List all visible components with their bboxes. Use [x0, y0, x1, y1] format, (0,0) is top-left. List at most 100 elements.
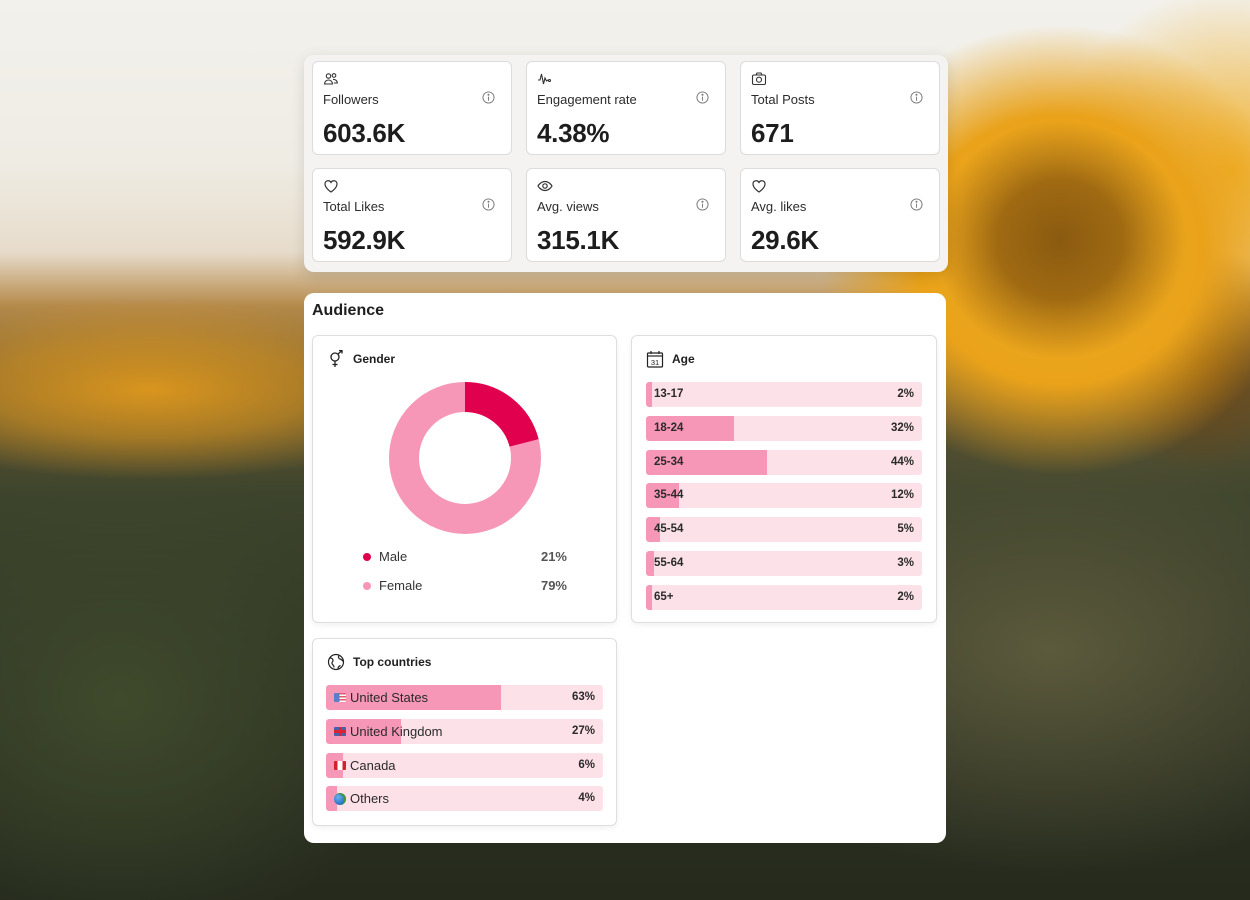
country-name: Others [350, 791, 390, 807]
eye-icon [537, 180, 553, 192]
bar-value: 44% [890, 455, 914, 468]
heart-icon [324, 180, 338, 193]
svg-text:31: 31 [651, 358, 659, 367]
info-icon[interactable] [482, 198, 495, 211]
country-bar-list: United States 63% United Kingdom 27% Can… [326, 685, 603, 820]
bar-label: 55-64 [654, 556, 684, 569]
camera-icon [751, 72, 767, 86]
age-bar-list: 13-17 2% 18-24 32% 25-34 44% 35-44 12% 45-54… [646, 382, 922, 619]
country-name: Canada [350, 757, 396, 773]
stat-label: Total Likes [323, 199, 385, 214]
stats-panel: Followers 603.6K Engagement rate 4.38% T… [304, 55, 948, 272]
us-flag-icon [334, 693, 346, 702]
audience-panel: Audience Gender Male 21% Female 79% 31 A… [304, 293, 946, 843]
section-title: Audience [312, 302, 385, 319]
bar-value: 2% [897, 388, 914, 400]
stat-value: 315.1K [537, 225, 620, 255]
stat-value: 671 [751, 118, 794, 148]
stat-label: Avg. likes [751, 199, 807, 214]
uk-flag-icon [334, 726, 346, 736]
stat-value: 592.9K [323, 225, 406, 255]
stat-value: 603.6K [323, 118, 406, 148]
stat-label: Avg. views [537, 199, 599, 214]
legend-item-male: Male 21% [363, 549, 567, 564]
info-icon[interactable] [696, 91, 709, 104]
globe-icon [327, 653, 345, 671]
info-icon[interactable] [910, 198, 923, 211]
stat-label: Engagement rate [537, 92, 637, 107]
bar-fill [646, 415, 735, 441]
age-bar-row: 35-44 12% [646, 483, 922, 509]
top-countries-card: Top countries United States 63% United K… [312, 638, 617, 826]
bar-fill [646, 584, 652, 610]
age-card: 31 Age 13-17 2% 18-24 32% 25-34 44% 35-44 12… [631, 335, 937, 623]
country-label-wrap: United Kingdom [334, 724, 443, 739]
country-label-wrap: United States [334, 690, 428, 705]
bar-fill [646, 382, 652, 407]
stat-label: Followers [323, 92, 379, 107]
stat-card-avg-likes: Avg. likes 29.6K [740, 168, 940, 262]
bar-value: 63% [571, 691, 595, 703]
card-title: Top countries [353, 655, 432, 669]
canada-flag-icon [334, 760, 346, 770]
bar-value: 6% [578, 758, 595, 771]
gender-icon [330, 350, 343, 367]
bar-fill [646, 483, 680, 509]
legend-item-female: Female 79% [363, 578, 567, 593]
users-icon [323, 73, 338, 85]
bar-value: 4% [578, 792, 595, 805]
info-icon[interactable] [482, 91, 495, 104]
bar-label: 25-34 [654, 455, 684, 468]
bar-label: 65+ [654, 590, 674, 603]
legend-label: Male [379, 549, 408, 564]
card-title: Age [672, 352, 695, 366]
bar-label: 45-54 [654, 523, 684, 536]
country-bar-row: Others 4% [326, 786, 603, 812]
info-icon[interactable] [696, 198, 709, 211]
legend-value: 79% [540, 578, 567, 593]
bar-fill [646, 449, 768, 475]
globe-emoji-icon [334, 792, 346, 805]
legend-value: 21% [540, 549, 567, 564]
stat-label: Total Posts [751, 92, 815, 107]
stat-card-total-likes: Total Likes 592.9K [312, 168, 512, 262]
country-name: United Kingdom [350, 723, 443, 739]
legend-label: Female [379, 578, 423, 593]
age-bar-row: 65+ 2% [646, 584, 922, 610]
stat-card-avg-views: Avg. views 315.1K [526, 168, 726, 262]
bar-fill [646, 550, 655, 576]
bar-value: 12% [890, 489, 914, 502]
age-bar-row: 13-17 2% [646, 382, 922, 407]
legend-dot [363, 552, 371, 561]
age-bar-row: 25-34 44% [646, 449, 922, 475]
bar-value: 5% [897, 523, 914, 536]
bar-value: 3% [897, 556, 914, 569]
stat-card-engagement-rate: Engagement rate 4.38% [526, 61, 726, 155]
stat-card-total-posts: Total Posts 671 [740, 61, 940, 155]
country-bar-row: United States 63% [326, 685, 603, 710]
donut-segment-male [389, 382, 541, 534]
age-bar-row: 18-24 32% [646, 415, 922, 441]
calendar-icon: 31 [646, 351, 664, 368]
card-title: Gender [353, 352, 396, 366]
bar-fill [326, 685, 501, 710]
country-bar-row: United Kingdom 27% [326, 718, 603, 744]
bar-value: 32% [890, 421, 914, 434]
age-bar-row: 55-64 3% [646, 550, 922, 576]
bar-label: 13-17 [654, 388, 684, 400]
bar-value: 2% [897, 590, 914, 603]
legend-dot [363, 581, 371, 590]
country-label-wrap: Canada [334, 758, 396, 773]
activity-icon [538, 73, 552, 85]
gender-card: Gender Male 21% Female 79% [312, 335, 617, 623]
gender-donut-chart [389, 382, 541, 534]
age-bar-row: 45-54 5% [646, 517, 922, 543]
bar-label: 35-44 [654, 489, 684, 502]
country-label-wrap: Others [334, 791, 389, 806]
bar-label: 18-24 [654, 421, 684, 434]
stat-card-followers: Followers 603.6K [312, 61, 512, 155]
info-icon[interactable] [910, 91, 923, 104]
country-name: United States [350, 690, 429, 705]
heart-icon [752, 180, 766, 193]
country-bar-row: Canada 6% [326, 752, 603, 778]
